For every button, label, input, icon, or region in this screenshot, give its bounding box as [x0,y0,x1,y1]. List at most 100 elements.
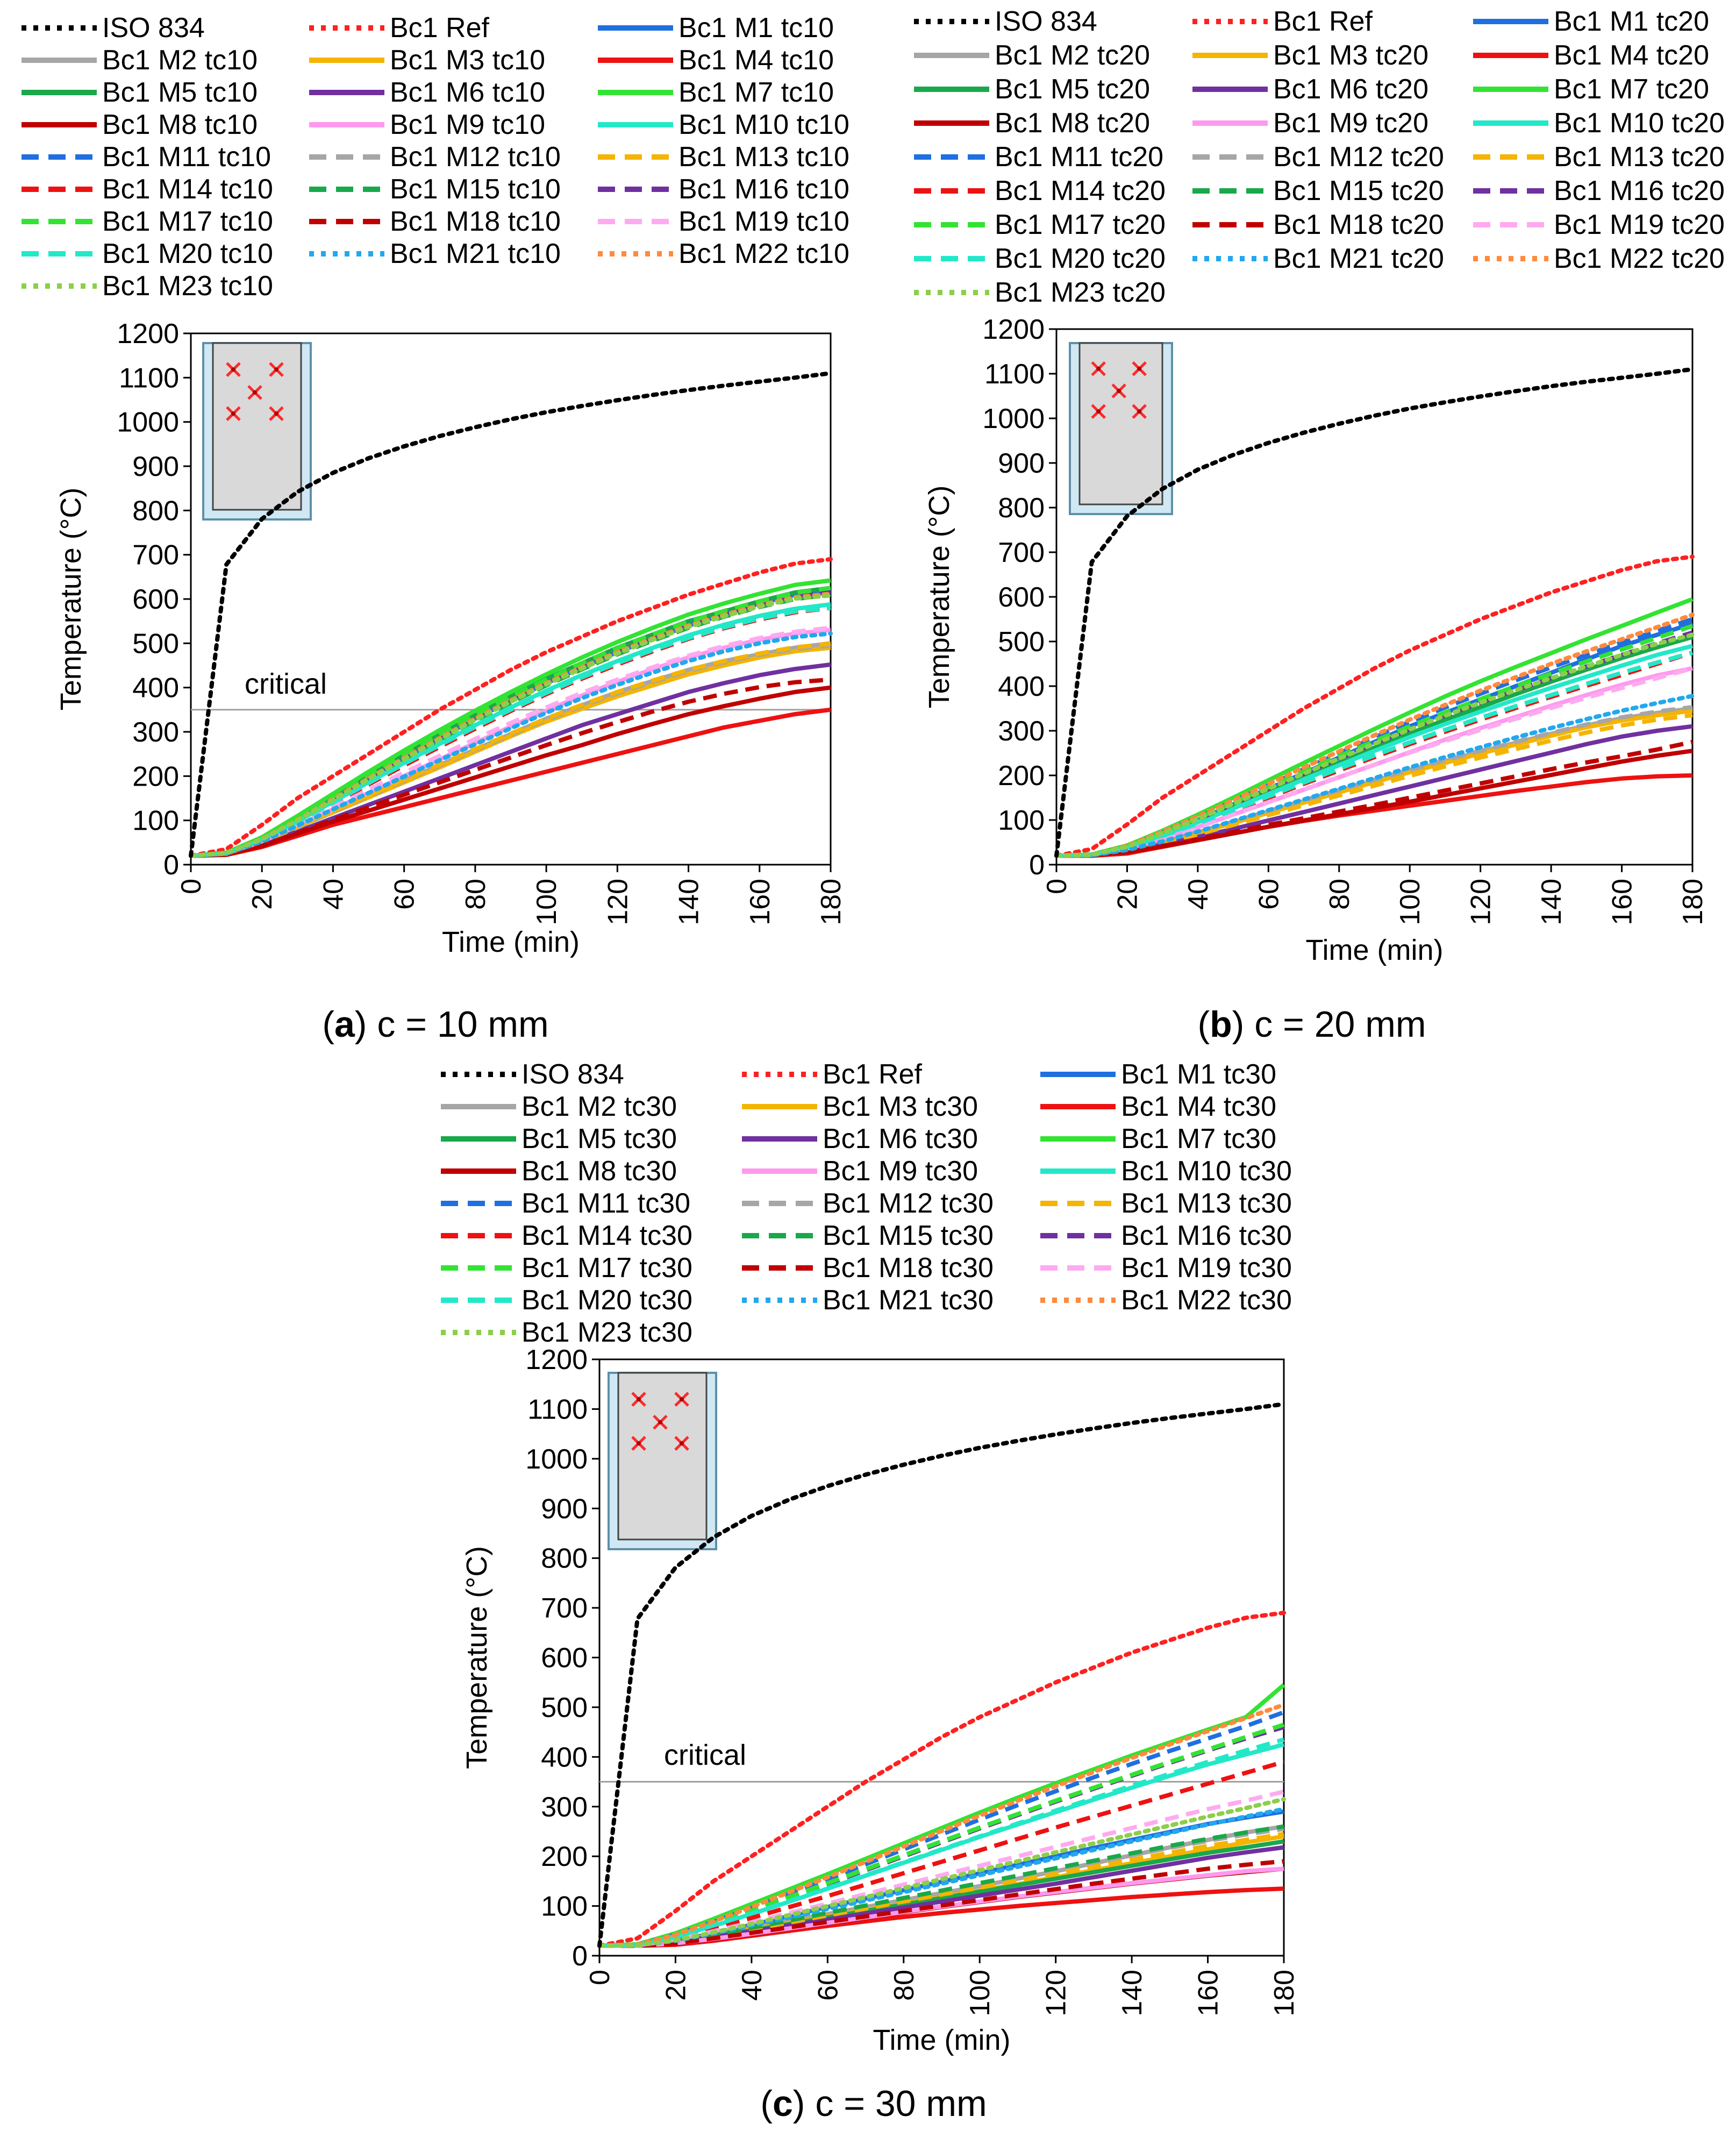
legend-entry: Bc1 M12 tc20 [1192,141,1444,173]
legend-entry: Bc1 M4 tc20 [1473,40,1709,71]
legend-entry: Bc1 M22 tc20 [1473,243,1725,274]
x-tick-label: 80 [889,1970,920,2001]
series-line-ref [189,557,833,858]
x-tick-label: 160 [1607,879,1638,925]
section-core [1078,342,1163,505]
legend-label: Bc1 M3 tc10 [390,45,545,76]
legend-label: Bc1 M16 tc20 [1554,175,1725,206]
legend-entry: Bc1 M20 tc10 [22,238,273,269]
y-tick-label: 0 [163,850,179,881]
legend-entry: Bc1 M4 tc30 [1040,1091,1276,1122]
legend-entry: Bc1 M1 tc20 [1473,6,1709,37]
x-axis-label: Time (min) [873,2024,1011,2056]
series-line-m23 [597,1797,1286,1948]
thermocouple-icon [269,362,284,377]
caption-a: (a) c = 10 mm [322,1004,548,1045]
critical-label: critical [664,1739,746,1771]
series-line-m20 [1056,650,1694,858]
legend-label: Bc1 M1 tc30 [1121,1059,1276,1090]
caption-c-text: c = 30 mm [805,2083,987,2124]
series-line-m12 [1056,705,1693,858]
legend-label: Bc1 M19 tc30 [1121,1252,1292,1284]
caption-b-text: c = 20 mm [1244,1004,1426,1045]
legend-label: Bc1 M23 tc30 [521,1317,692,1348]
legend-entry: Bc1 M3 tc30 [742,1091,978,1122]
legend-label: Bc1 M12 tc10 [390,141,561,173]
series-line-ref [1054,554,1695,858]
legend-label: Bc1 M13 tc10 [678,141,849,173]
legend-entry: Bc1 M11 tc20 [914,141,1163,173]
legend-entry: Bc1 M23 tc30 [441,1317,692,1348]
legend-entry: Bc1 M8 tc10 [22,109,258,140]
legend-label: Bc1 M2 tc10 [102,45,258,76]
legend-entry: Bc1 M21 tc20 [1192,243,1444,274]
x-axis-label: Time (min) [1306,934,1444,966]
legend-entry: Bc1 M13 tc10 [598,141,849,173]
y-tick-label: 0 [1029,850,1045,881]
legend-entry: Bc1 M15 tc20 [1192,175,1444,206]
series-line-m21 [1054,694,1695,858]
legend-entry: Bc1 M21 tc30 [742,1285,994,1316]
legend-label: Bc1 M4 tc10 [678,45,834,76]
caption-c: (c) c = 30 mm [760,2083,987,2124]
legend-entry: Bc1 M23 tc10 [22,270,273,302]
legend-label: Bc1 M11 tc30 [521,1188,690,1219]
legend-entry: Bc1 M23 tc20 [914,277,1166,308]
legend-entry: Bc1 M12 tc30 [742,1188,994,1219]
legend-entry: Bc1 M5 tc20 [914,74,1150,105]
legend-entry: Bc1 M10 tc30 [1040,1156,1292,1187]
legend-entry: Bc1 M15 tc30 [742,1220,994,1251]
legend-entry: Bc1 M18 tc20 [1192,209,1444,240]
legend-label: Bc1 M2 tc30 [521,1091,677,1122]
legend-label: Bc1 M4 tc30 [1121,1091,1276,1122]
legend-label: Bc1 M20 tc30 [521,1285,692,1316]
x-tick-label: 160 [1193,1970,1224,2016]
legend-entry: Bc1 M4 tc10 [598,45,834,76]
legend-entry: Bc1 Ref [742,1059,923,1090]
legend-entry: Bc1 M17 tc10 [22,206,273,237]
x-tick-label: 120 [1041,1970,1072,2016]
legend-label: Bc1 M16 tc10 [678,174,849,205]
legend-label: Bc1 M8 tc10 [102,109,258,140]
legend-label: Bc1 M18 tc10 [390,206,561,237]
y-tick-label: 400 [132,673,179,704]
thermocouple-icon [226,406,241,421]
thermocouple-icon [631,1436,646,1451]
legend-entry: Bc1 M22 tc30 [1040,1285,1292,1316]
legend-entry: Bc1 M7 tc20 [1473,74,1709,105]
legend-entry: Bc1 M9 tc20 [1192,108,1428,139]
legend-entry: Bc1 M16 tc10 [598,174,849,205]
legend-label: Bc1 M10 tc30 [1121,1156,1292,1187]
y-tick-label: 200 [132,761,179,792]
y-tick-label: 900 [541,1493,588,1524]
thermocouple-icon [1111,383,1126,398]
legend-entry: ISO 834 [441,1059,624,1090]
x-tick-label: 40 [1183,879,1214,910]
series-line-iso [1054,367,1695,858]
legend-entry: Bc1 M3 tc20 [1192,40,1428,71]
y-tick-label: 700 [541,1593,588,1624]
thermocouple-icon [674,1392,689,1407]
series-line-m23 [1054,632,1695,858]
x-tick-label: 180 [1677,879,1709,925]
legend-entry: Bc1 M19 tc20 [1473,209,1725,240]
legend-label: Bc1 M2 tc20 [995,40,1150,71]
section-core [212,342,302,511]
legend-label: Bc1 M12 tc30 [823,1188,994,1219]
legend-entry: Bc1 M9 tc30 [742,1156,978,1187]
y-tick-label: 1100 [984,359,1045,390]
x-tick-label: 20 [1112,879,1143,910]
thermocouple-icon [247,385,262,400]
y-tick-label: 500 [541,1692,588,1723]
legend-label: Bc1 M21 tc20 [1273,243,1444,274]
y-tick-label: 600 [132,584,179,615]
x-tick-label: 0 [176,879,207,894]
legend-entry: Bc1 M10 tc10 [598,109,849,140]
legend-entry: Bc1 Ref [309,12,490,44]
thermocouple-icon [653,1415,668,1430]
legend-entry: Bc1 M19 tc30 [1040,1252,1292,1284]
y-tick-label: 400 [998,671,1045,702]
y-axis-label: Temperature (°C) [461,1546,493,1769]
legend-label: Bc1 M14 tc20 [995,175,1166,206]
legend-entry: Bc1 M6 tc20 [1192,74,1428,105]
